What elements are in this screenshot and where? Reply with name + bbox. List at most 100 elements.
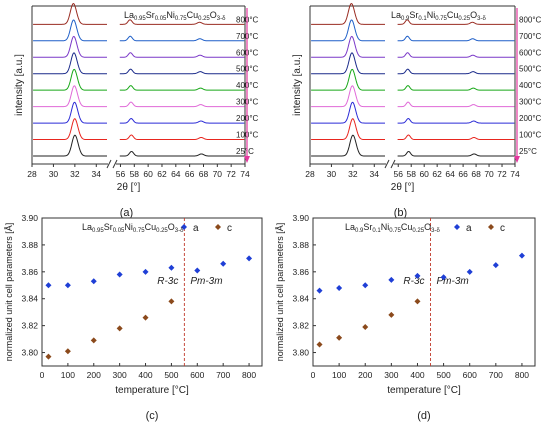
formula-element: La [124, 10, 134, 20]
legend-marker-a [454, 224, 460, 230]
data-point-c [362, 323, 369, 330]
x-tick-label: 300 [384, 370, 398, 380]
x-tick-label: 300 [113, 370, 127, 380]
legend-label-c: c [227, 223, 232, 234]
data-point-a [194, 267, 201, 274]
axis-break-slash [384, 159, 390, 169]
x-tick-label: 30 [49, 169, 59, 179]
x-tick-label: 60 [143, 169, 153, 179]
x-tick-label: 32 [348, 169, 358, 179]
y-tick-label: 3.82 [21, 321, 38, 331]
xrd-trace-500°C [33, 52, 107, 75]
x-axis-label: 2θ [°] [117, 182, 141, 193]
xrd-trace-400°C [33, 68, 107, 91]
xrd-trace-25°C [33, 134, 107, 157]
phase-label-cubic: Pm-3m [437, 276, 469, 287]
y-tick-label: 3.88 [21, 240, 38, 250]
formula-subscript: 0.25 [198, 16, 210, 22]
xrd-trace-25°C [119, 150, 245, 157]
xrd-trace-700°C [119, 35, 245, 42]
x-tick-label: 100 [61, 370, 75, 380]
data-point-c [142, 314, 149, 321]
legend-marker-c [488, 224, 494, 230]
formula-subscript: 0.1 [418, 16, 427, 22]
formula-subscript: 3-δ [217, 16, 226, 22]
data-point-a [142, 268, 149, 275]
formula-element: O [210, 10, 217, 20]
xrd-trace-600°C [311, 35, 385, 58]
data-point-c [414, 298, 421, 305]
temperature-label: 25°C [236, 147, 254, 156]
formula-element: Sr [363, 222, 372, 232]
formula-subscript: 3-δ [175, 228, 184, 234]
x-tick-label: 34 [370, 169, 380, 179]
x-tick-label: 200 [358, 370, 372, 380]
panel-label: (d) [417, 410, 430, 422]
x-tick-label: 66 [458, 169, 468, 179]
composition-formula: La0.9Sr0.1Ni0.75Cu0.25O3-δ [345, 222, 440, 234]
data-point-c [90, 337, 97, 344]
x-tick-label: 56 [394, 169, 404, 179]
formula-element: La [82, 222, 92, 232]
formula-subscript: 0.25 [156, 228, 168, 234]
x-tick-label: 32 [70, 169, 80, 179]
xrd-trace-25°C [311, 134, 385, 157]
formula-element: Sr [146, 10, 155, 20]
data-point-a [64, 282, 71, 289]
xrd-trace-700°C [33, 19, 107, 42]
xrd-trace-300°C [311, 85, 385, 108]
x-tick-label: 68 [471, 169, 481, 179]
formula-element: Ni [381, 222, 390, 232]
x-tick-label: 0 [40, 370, 45, 380]
heating-arrow-head [244, 156, 250, 163]
xrd-trace-300°C [33, 85, 107, 108]
y-tick-label: 3.84 [292, 294, 309, 304]
x-tick-label: 700 [489, 370, 503, 380]
xrd-trace-25°C [397, 150, 515, 157]
x-tick-label: 64 [445, 169, 455, 179]
x-tick-label: 64 [171, 169, 181, 179]
data-point-a [168, 264, 175, 271]
x-tick-label: 58 [406, 169, 416, 179]
data-point-a [116, 271, 123, 278]
formula-subscript: 0.05 [113, 228, 125, 234]
xrd-trace-800°C [119, 19, 245, 25]
formula-subscript: 0.1 [372, 228, 381, 234]
formula-subscript: 0.75 [389, 228, 401, 234]
y-axis-label: intensity [a.u.] [14, 54, 25, 116]
xrd-trace-300°C [397, 101, 515, 108]
formula-subscript: 0.75 [133, 228, 145, 234]
axis-break-gap [386, 161, 394, 167]
formula-subscript: 0.05 [155, 16, 167, 22]
plot-frame [312, 217, 536, 367]
temperature-label: 300°C [519, 98, 542, 107]
heating-arrow-head [514, 156, 520, 163]
temperature-label: 25°C [519, 147, 537, 156]
y-tick-label: 3.90 [292, 213, 309, 223]
formula-element: Cu [145, 222, 157, 232]
x-tick-label: 68 [199, 169, 209, 179]
formula-element: O [470, 10, 477, 20]
xrd-trace-600°C [33, 35, 107, 58]
data-point-a [492, 262, 499, 269]
y-tick-label: 3.84 [21, 294, 38, 304]
formula-subscript: 0.95 [92, 228, 104, 234]
xrd-trace-100°C [119, 134, 245, 141]
data-point-a [518, 252, 525, 259]
x-tick-label: 500 [436, 370, 450, 380]
x-tick-label: 200 [87, 370, 101, 380]
data-point-a [220, 260, 227, 267]
xrd-trace-700°C [311, 19, 385, 42]
data-point-c [45, 353, 52, 360]
temperature-label: 200°C [519, 114, 542, 123]
formula-subscript: 0.75 [175, 16, 187, 22]
xrd-trace-200°C [119, 118, 245, 124]
x-tick-label: 400 [410, 370, 424, 380]
xrd-trace-800°C [311, 2, 385, 25]
x-tick-label: 62 [157, 169, 167, 179]
x-axis-label: temperature [°C] [115, 385, 189, 396]
xrd-trace-500°C [119, 68, 245, 75]
formula-element: Ni [166, 10, 175, 20]
x-tick-label: 600 [190, 370, 204, 380]
